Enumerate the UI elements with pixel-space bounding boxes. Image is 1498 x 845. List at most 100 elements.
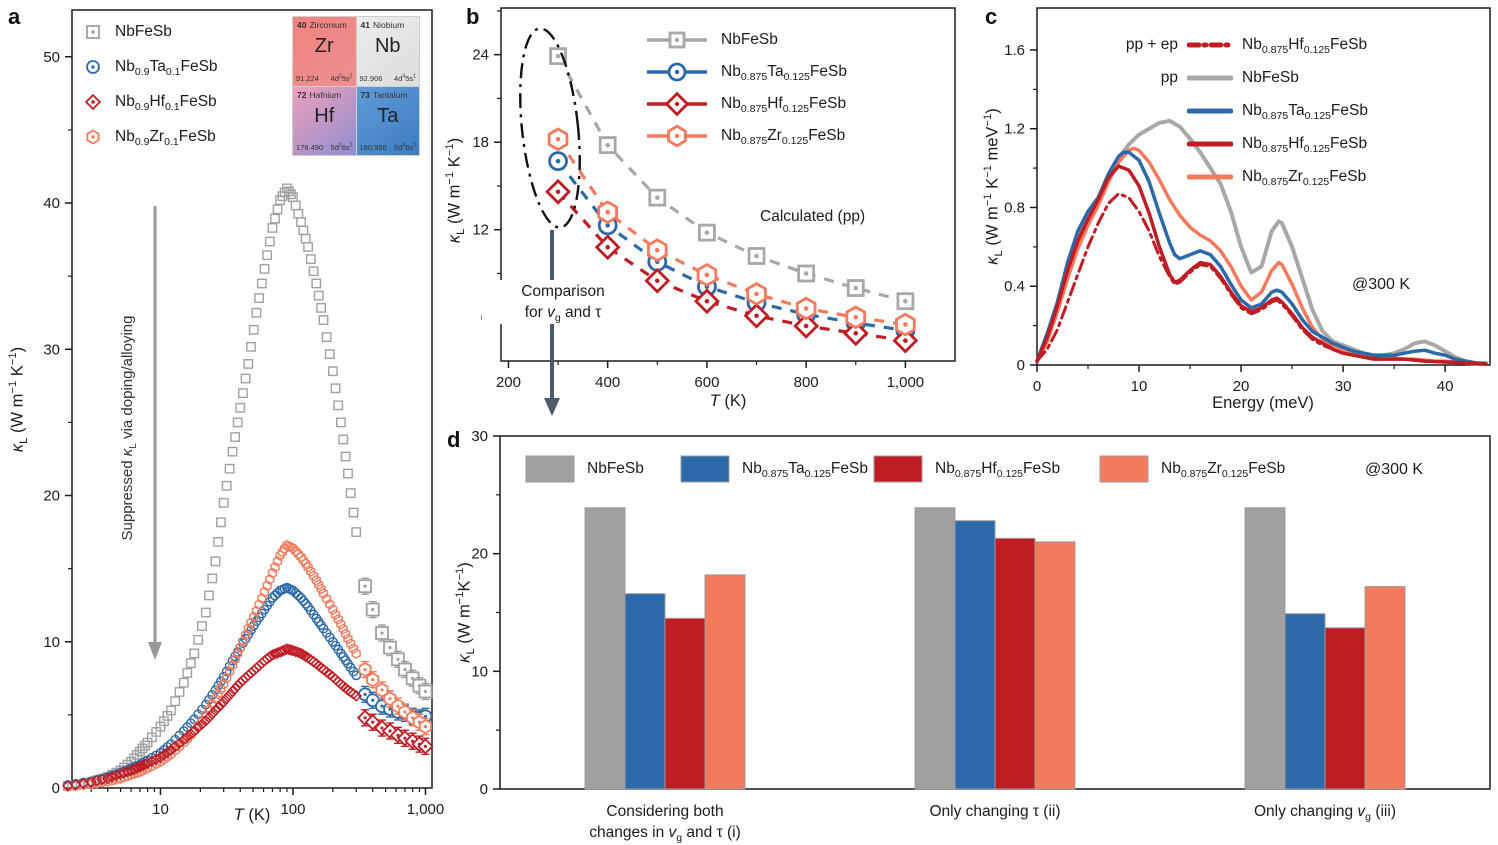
marker-circle: [267, 592, 278, 603]
marker-dot: [803, 306, 809, 311]
marker-circle: [290, 588, 301, 598]
y-tick-label: 40: [43, 195, 60, 212]
marker-diamond: [173, 737, 186, 749]
comparison-ellipse: [519, 27, 581, 229]
square-marker-icon: [86, 24, 100, 39]
x-tick-label: 1,000: [887, 374, 925, 391]
marker-dot: [371, 678, 375, 682]
marker-square: [254, 293, 265, 303]
panel-c-chart: 0 10 20 30 40 0 0.4 0.8 1.2 1.6: [1004, 7, 1491, 395]
marker-hexagon: [328, 604, 338, 615]
marker-square: [308, 266, 319, 277]
marker-diamond: [184, 728, 197, 740]
marker-square: [243, 359, 254, 369]
marker-circle: [200, 699, 211, 710]
marker-diamond: [150, 753, 162, 766]
marker-circle: [351, 670, 362, 681]
legend-label: Nb0.875Hf0.125FeSb: [1242, 35, 1368, 56]
marker-dot: [654, 278, 660, 284]
marker-dot: [555, 189, 561, 195]
marker-hexagon: [321, 593, 332, 605]
marker-dot: [388, 646, 392, 650]
marker-diamond: [217, 695, 230, 708]
series-curve: [1035, 192, 1488, 366]
marker-dot: [91, 99, 95, 104]
panel-d-yaxis-label: κL (W m−1K−1): [454, 562, 477, 663]
diamond-marker-icon: [647, 91, 707, 117]
marker-dot: [363, 716, 367, 720]
series-square: [62, 183, 433, 791]
legend-label: Nb0.9Ta0.1FeSb: [115, 57, 218, 78]
marker-diamond: [125, 764, 137, 777]
y-tick-label: 18: [472, 134, 489, 151]
legend-label: Nb0.9Hf0.1FeSb: [115, 92, 217, 113]
marker-square: [132, 749, 142, 760]
marker-dot: [754, 253, 759, 259]
temperature-annotation-c: @300 K: [1352, 276, 1411, 293]
marker-square: [318, 315, 329, 325]
panel-a-yaxis-label: κL (W m−1 K−1): [7, 346, 30, 453]
marker-square: [216, 517, 226, 528]
element-cell-zr: 40 Zirconium Zr 91.224 4d25s2: [293, 17, 356, 86]
bar-nbhffesb-g1: [664, 617, 706, 790]
marker-diamond: [136, 759, 149, 772]
marker-dot: [754, 313, 759, 319]
color-swatch-icon: [525, 455, 575, 483]
marker-hexagon: [122, 770, 133, 782]
marker-hexagon: [213, 688, 223, 700]
marker-square: [348, 507, 359, 518]
marker-square: [336, 417, 346, 428]
marker-square: [264, 236, 275, 247]
marker-circle: [298, 595, 309, 606]
bar-nbtafesb-g3: [1284, 613, 1326, 790]
marker-hexagon: [296, 551, 306, 563]
marker-hexagon: [301, 558, 311, 570]
marker-diamond: [181, 730, 194, 743]
marker-square: [345, 488, 356, 498]
x-tick-label: 600: [694, 374, 719, 391]
group-label: Only changing vg (iii): [1254, 803, 1396, 824]
legend-label: Nb0.875Zr0.125FeSb: [1161, 460, 1286, 481]
marker-diamond: [85, 776, 97, 788]
marker-diamond: [206, 708, 219, 720]
dashdot-line-icon: [1187, 42, 1233, 47]
legend-label: Nb0.875Hf0.125FeSb: [1242, 134, 1368, 155]
legend-item: pp + ep Nb0.875Hf0.125FeSb: [1098, 28, 1368, 61]
marker-diamond: [106, 771, 118, 783]
comparison-annotation: Comparison for vg and τ: [482, 280, 644, 324]
element-mass-config: 91.224 4d25s2: [296, 73, 353, 83]
marker-dot: [388, 707, 392, 711]
marker-diamond: [209, 704, 222, 717]
marker-hexagon: [343, 633, 353, 645]
legend-item: Nb0.875Ta0.125FeSb: [1098, 94, 1368, 127]
marker-dot: [555, 136, 561, 142]
marker-hexagon: [348, 643, 359, 654]
marker-square: [230, 432, 241, 442]
legend-item: NbFeSb: [80, 14, 218, 49]
color-swatch-icon: [1099, 455, 1149, 483]
panel-d: 0 10 20 30 d κL (W m−1K−1) @300 K NbFeSb Nb0…: [440, 425, 1498, 845]
comparison-arrow-head: [544, 398, 560, 416]
panel-a: 10 100 1,000 0 10 20 30 40 50 a T (K) κL (W m−1 …: [0, 0, 460, 845]
marker-dot: [403, 710, 407, 714]
group-label: Considering both changes in vg and τ (i): [589, 803, 741, 845]
square-marker-icon: [647, 31, 707, 49]
panel-a-chart: 10 100 1,000 0 10 20 30 40 50: [43, 9, 444, 818]
solid-line-icon: [1187, 141, 1233, 146]
marker-square: [324, 349, 335, 360]
marker-dot: [853, 285, 859, 291]
marker-dot: [380, 704, 384, 708]
x-tick-label: 100: [280, 801, 305, 818]
marker-dot: [903, 298, 908, 304]
marker-square: [286, 189, 296, 200]
marker-square: [333, 400, 344, 411]
solid-line-icon: [1187, 75, 1233, 80]
marker-dot: [363, 667, 367, 672]
series-curve: [1035, 150, 1488, 366]
marker-diamond: [283, 643, 295, 656]
marker-diamond: [200, 714, 212, 727]
panel-b-yaxis-label: κL (W m−1 K−1): [444, 137, 467, 244]
marker-hexagon: [288, 542, 298, 554]
marker-diamond: [90, 775, 103, 787]
